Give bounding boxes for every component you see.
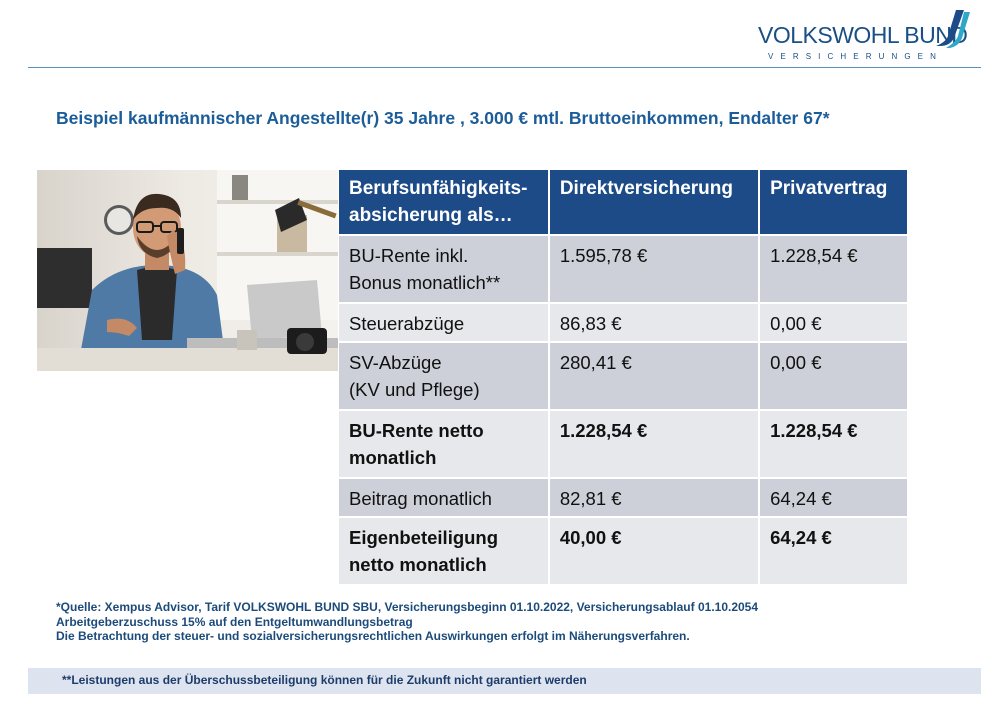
logo-tagline: VERSICHERUNGEN bbox=[768, 52, 943, 61]
disclaimer-bar: **Leistungen aus der Überschussbeteiligu… bbox=[28, 668, 981, 694]
footnote-source: *Quelle: Xempus Advisor, Tarif VOLKSWOHL… bbox=[56, 600, 759, 614]
row-label: Eigenbeteiligung netto monatlich bbox=[339, 518, 550, 586]
table-header-row: Berufsunfähigkeits- absicherung als… Dir… bbox=[339, 170, 907, 236]
row-label: Beitrag monatlich bbox=[339, 479, 550, 518]
table-row: Beitrag monatlich 82,81 € 64,24 € bbox=[339, 479, 907, 518]
header-cell-berufsunfaehigkeit: Berufsunfähigkeits- absicherung als… bbox=[339, 170, 550, 236]
logo-wordmark: VOLKSWOHL BUND bbox=[758, 22, 968, 48]
row-value-direkt: 40,00 € bbox=[549, 518, 761, 586]
page-title: Beispiel kaufmännischer Angestellte(r) 3… bbox=[56, 108, 830, 128]
row-label: Steuerabzüge bbox=[339, 304, 550, 343]
row-value-direkt: 1.595,78 € bbox=[549, 236, 761, 304]
brand-logo: VOLKSWOHL BUND VERSICHERUNGEN bbox=[758, 8, 973, 64]
header-cell-privatvertrag: Privatvertrag bbox=[760, 170, 907, 236]
logo-swoosh-icon bbox=[936, 10, 970, 48]
row-value-privat: 64,24 € bbox=[760, 479, 907, 518]
row-label: SV-Abzüge (KV und Pflege) bbox=[339, 343, 550, 411]
header-cell-direktversicherung: Direktversicherung bbox=[549, 170, 761, 236]
table-row: BU-Rente inkl. Bonus monatlich** 1.595,7… bbox=[339, 236, 907, 304]
disclaimer-text: **Leistungen aus der Überschussbeteiligu… bbox=[62, 673, 587, 687]
row-value-privat: 64,24 € bbox=[760, 518, 907, 586]
row-value-direkt: 280,41 € bbox=[549, 343, 761, 411]
row-value-privat: 0,00 € bbox=[760, 304, 907, 343]
header-divider bbox=[28, 67, 981, 68]
bu-comparison-table: Berufsunfähigkeits- absicherung als… Dir… bbox=[339, 170, 907, 586]
row-value-privat: 1.228,54 € bbox=[760, 411, 907, 479]
table-row: BU-Rente netto monatlich 1.228,54 € 1.22… bbox=[339, 411, 907, 479]
footnote-approximation: Die Betrachtung der steuer- und sozialve… bbox=[56, 629, 690, 643]
row-value-direkt: 1.228,54 € bbox=[549, 411, 761, 479]
table-row: SV-Abzüge (KV und Pflege) 280,41 € 0,00 … bbox=[339, 343, 907, 411]
row-value-direkt: 86,83 € bbox=[549, 304, 761, 343]
row-value-privat: 1.228,54 € bbox=[760, 236, 907, 304]
row-value-direkt: 82,81 € bbox=[549, 479, 761, 518]
man-on-phone-at-desk-photo bbox=[37, 170, 338, 371]
row-value-privat: 0,00 € bbox=[760, 343, 907, 411]
row-label: BU-Rente netto monatlich bbox=[339, 411, 550, 479]
footnote-employer-subsidy: Arbeitgeberzuschuss 15% auf den Entgeltu… bbox=[56, 614, 413, 629]
row-label: BU-Rente inkl. Bonus monatlich** bbox=[339, 236, 550, 304]
footnotes: *Quelle: Xempus Advisor, Tarif VOLKSWOHL… bbox=[56, 600, 976, 644]
table-row: Eigenbeteiligung netto monatlich 40,00 €… bbox=[339, 518, 907, 586]
table-row: Steuerabzüge 86,83 € 0,00 € bbox=[339, 304, 907, 343]
